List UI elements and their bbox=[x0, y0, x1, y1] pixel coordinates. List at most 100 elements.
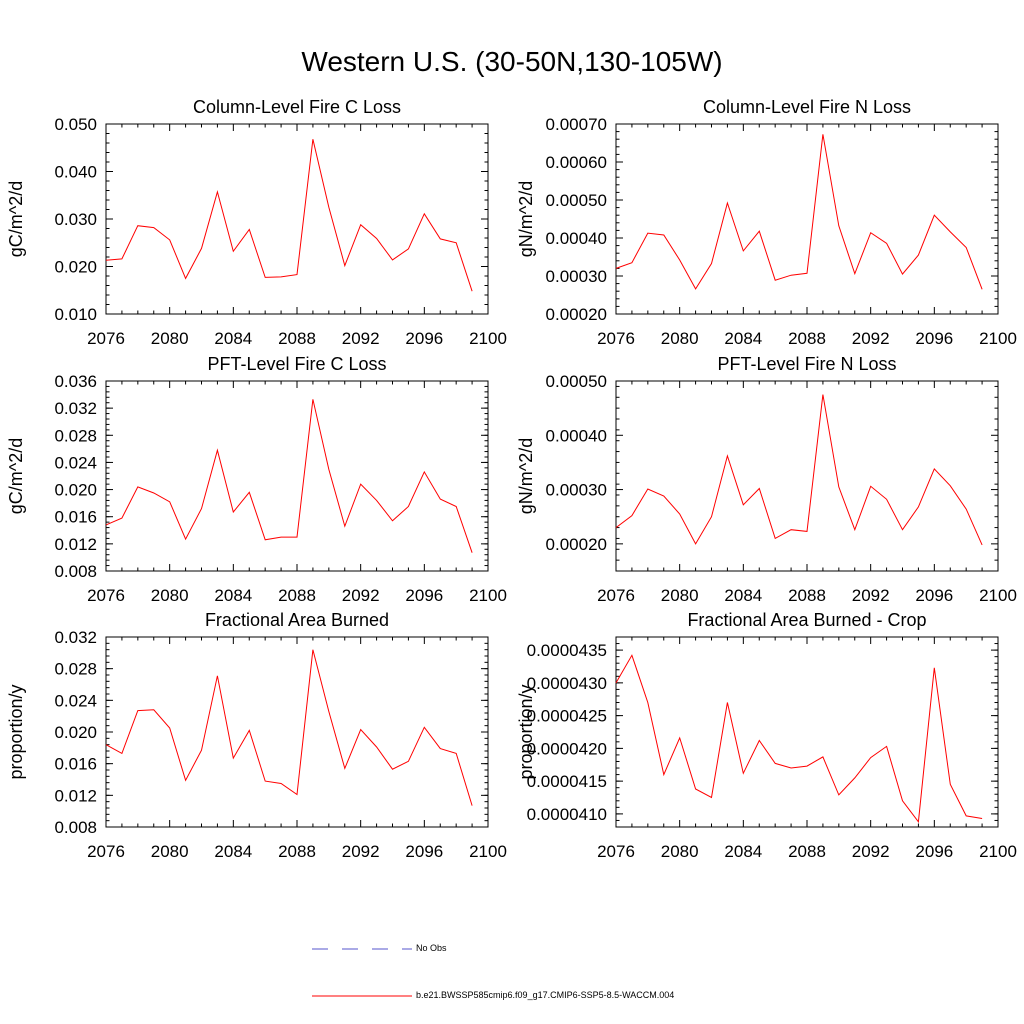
y-axis-label: proportion/y bbox=[6, 684, 26, 779]
x-tick-label: 2084 bbox=[214, 586, 252, 605]
x-tick-label: 2092 bbox=[342, 842, 380, 861]
x-tick-label: 2076 bbox=[597, 329, 635, 348]
x-tick-label: 2076 bbox=[87, 586, 125, 605]
x-tick-label: 2080 bbox=[661, 329, 699, 348]
chart-panel-3: PFT-Level Fire C Loss gC/m^2/d 2076 2080 208… bbox=[6, 354, 507, 605]
series-line bbox=[615, 654, 983, 824]
y-tick-label: 0.0000420 bbox=[527, 739, 607, 758]
y-tick-label: 0.00060 bbox=[546, 153, 607, 172]
y-tick-label: 0.00050 bbox=[546, 372, 607, 391]
x-tick-label: 2096 bbox=[405, 586, 443, 605]
x-tick-label: 2080 bbox=[151, 842, 189, 861]
panel-title: PFT-Level Fire N Loss bbox=[717, 354, 896, 374]
y-tick-label: 0.010 bbox=[54, 305, 97, 324]
y-tick-label: 0.036 bbox=[54, 372, 97, 391]
y-tick-label: 0.00040 bbox=[546, 229, 607, 248]
x-tick-label: 2080 bbox=[661, 842, 699, 861]
y-tick-label: 0.0000435 bbox=[527, 641, 607, 660]
chart-panel-4: PFT-Level Fire N Loss gN/m^2/d 2076 2080 208… bbox=[516, 354, 1017, 605]
panel-title: Fractional Area Burned bbox=[205, 610, 389, 630]
y-axis-label: gN/m^2/d bbox=[516, 181, 536, 257]
x-tick-label: 2092 bbox=[342, 586, 380, 605]
y-tick-label: 0.024 bbox=[54, 691, 97, 710]
y-tick-label: 0.00020 bbox=[546, 305, 607, 324]
y-tick-label: 0.012 bbox=[54, 535, 97, 554]
y-tick-label: 0.020 bbox=[54, 258, 97, 277]
panel-title: PFT-Level Fire C Loss bbox=[207, 354, 386, 374]
legend-no-obs-label: No Obs bbox=[416, 943, 447, 953]
chart-panel-6: Fractional Area Burned - Crop proportion/… bbox=[516, 610, 1017, 861]
y-tick-label: 0.00040 bbox=[546, 426, 607, 445]
panel-title: Fractional Area Burned - Crop bbox=[687, 610, 926, 630]
legend bbox=[312, 948, 412, 997]
y-tick-label: 0.030 bbox=[54, 210, 97, 229]
y-tick-label: 0.028 bbox=[54, 426, 97, 445]
series-line bbox=[615, 394, 983, 546]
x-tick-label: 2080 bbox=[661, 586, 699, 605]
chart-panel-2: Column-Level Fire N Loss gN/m^2/d 2076 2080… bbox=[516, 97, 1017, 348]
y-tick-label: 0.0000425 bbox=[527, 707, 607, 726]
y-axis-label: proportion/y bbox=[516, 684, 536, 779]
x-tick-label: 2088 bbox=[278, 329, 316, 348]
chart-panel-1: Column-Level Fire C Loss gC/m^2/d 2076 2080… bbox=[6, 97, 507, 348]
x-tick-label: 2096 bbox=[405, 329, 443, 348]
y-tick-label: 0.020 bbox=[54, 481, 97, 500]
y-tick-label: 0.0000430 bbox=[527, 674, 607, 693]
x-tick-label: 2100 bbox=[469, 842, 507, 861]
x-tick-label: 2084 bbox=[724, 842, 762, 861]
y-axis-label: gC/m^2/d bbox=[6, 181, 26, 257]
x-tick-label: 2080 bbox=[151, 329, 189, 348]
y-tick-label: 0.050 bbox=[54, 115, 97, 134]
plot-frame bbox=[615, 123, 999, 315]
y-tick-label: 0.016 bbox=[54, 755, 97, 774]
x-tick-label: 2100 bbox=[469, 329, 507, 348]
y-tick-label: 0.024 bbox=[54, 453, 97, 472]
panel-title: Column-Level Fire C Loss bbox=[193, 97, 401, 117]
x-tick-label: 2096 bbox=[405, 842, 443, 861]
x-tick-label: 2092 bbox=[342, 329, 380, 348]
x-tick-label: 2084 bbox=[724, 586, 762, 605]
y-tick-label: 0.028 bbox=[54, 660, 97, 679]
x-tick-label: 2100 bbox=[979, 586, 1017, 605]
x-tick-label: 2084 bbox=[214, 329, 252, 348]
y-tick-label: 0.00070 bbox=[546, 115, 607, 134]
x-tick-label: 2084 bbox=[214, 842, 252, 861]
y-tick-label: 0.0000410 bbox=[527, 805, 607, 824]
x-tick-label: 2092 bbox=[852, 586, 890, 605]
y-tick-label: 0.00030 bbox=[546, 267, 607, 286]
series-line bbox=[615, 134, 983, 290]
x-tick-label: 2088 bbox=[278, 586, 316, 605]
x-tick-label: 2088 bbox=[788, 842, 826, 861]
x-tick-label: 2100 bbox=[979, 329, 1017, 348]
plot-frame bbox=[105, 636, 489, 828]
y-tick-label: 0.032 bbox=[54, 399, 97, 418]
x-tick-label: 2076 bbox=[597, 586, 635, 605]
y-tick-label: 0.00030 bbox=[546, 481, 607, 500]
series-line bbox=[105, 399, 473, 553]
x-tick-label: 2092 bbox=[852, 329, 890, 348]
x-tick-label: 2080 bbox=[151, 586, 189, 605]
figure-title: Western U.S. (30-50N,130-105W) bbox=[301, 46, 723, 77]
x-tick-label: 2100 bbox=[469, 586, 507, 605]
y-tick-label: 0.016 bbox=[54, 508, 97, 527]
x-tick-label: 2100 bbox=[979, 842, 1017, 861]
panel-title: Column-Level Fire N Loss bbox=[703, 97, 911, 117]
series-line bbox=[105, 649, 473, 806]
y-tick-label: 0.032 bbox=[54, 628, 97, 647]
x-tick-label: 2096 bbox=[915, 329, 953, 348]
y-axis-label: gC/m^2/d bbox=[6, 438, 26, 514]
x-tick-label: 2088 bbox=[788, 586, 826, 605]
x-tick-label: 2076 bbox=[87, 842, 125, 861]
x-tick-label: 2076 bbox=[597, 842, 635, 861]
x-tick-label: 2096 bbox=[915, 842, 953, 861]
legend-series-label: b.e21.BWSSP585cmip6.f09_g17.CMIP6-SSP5-8… bbox=[416, 990, 675, 1000]
y-tick-label: 0.008 bbox=[54, 818, 97, 837]
plot-frame bbox=[105, 123, 489, 315]
x-tick-label: 2076 bbox=[87, 329, 125, 348]
chart-panel-5: Fractional Area Burned proportion/y 2076 20… bbox=[6, 610, 507, 861]
y-axis-label: gN/m^2/d bbox=[516, 438, 536, 514]
y-tick-label: 0.012 bbox=[54, 786, 97, 805]
y-tick-label: 0.040 bbox=[54, 163, 97, 182]
y-tick-label: 0.020 bbox=[54, 723, 97, 742]
